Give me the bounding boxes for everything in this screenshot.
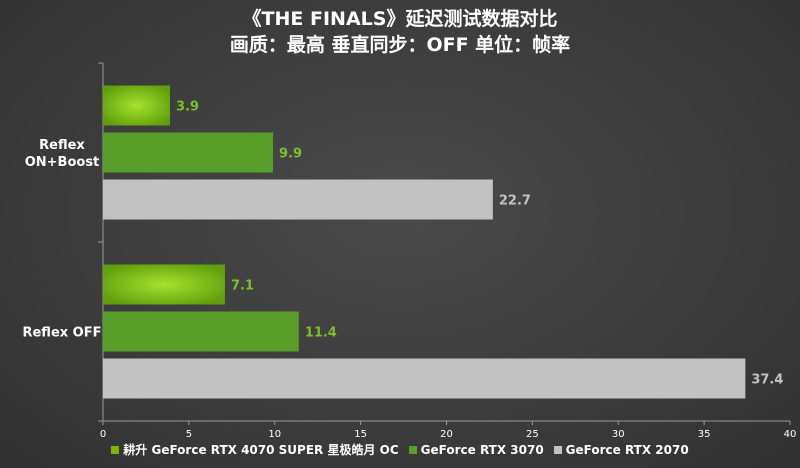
data-label: 22.7 [499, 194, 531, 209]
legend-swatch [553, 445, 562, 454]
x-tick-label: 35 [698, 429, 711, 440]
legend-swatch [111, 445, 120, 454]
legend-item: 耕升 GeForce RTX 4070 SUPER 星极皓月 OC [111, 441, 399, 458]
data-label: 37.4 [751, 373, 783, 388]
legend: 耕升 GeForce RTX 4070 SUPER 星极皓月 OC GeForce… [0, 441, 800, 458]
x-tick-label: 5 [186, 429, 192, 440]
category-label: Reflex OFF [22, 326, 101, 341]
data-label: 3.9 [176, 100, 199, 115]
legend-label: GeForce RTX 2070 [565, 442, 689, 457]
bar [103, 311, 299, 352]
x-tick-label: 25 [526, 429, 539, 440]
legend-item: GeForce RTX 2070 [553, 441, 689, 458]
x-tick-label: 40 [784, 429, 797, 440]
data-label: 9.9 [279, 147, 302, 162]
x-tick-label: 30 [612, 429, 625, 440]
bar [103, 358, 746, 399]
x-tick-label: 0 [100, 429, 106, 440]
chart-subtitle: 画质：最高 垂直同步：OFF 单位：帧率 [229, 34, 571, 56]
x-tick-label: 15 [354, 429, 367, 440]
legend-item: GeForce RTX 3070 [408, 441, 544, 458]
chart-title: 《THE FINALS》延迟测试数据对比 [242, 8, 558, 30]
legend-swatch [408, 445, 417, 454]
legend-label: GeForce RTX 3070 [420, 442, 544, 457]
bar [103, 179, 493, 220]
legend-label: 耕升 GeForce RTX 4070 SUPER 星极皓月 OC [123, 443, 399, 457]
bar [103, 85, 170, 126]
category-label: Reflex ON+Boost [25, 138, 100, 170]
data-label: 11.4 [305, 326, 337, 341]
bar [103, 132, 274, 173]
data-label: 7.1 [231, 279, 254, 294]
x-tick-label: 10 [268, 429, 281, 440]
x-tick-label: 20 [440, 429, 453, 440]
bar [103, 264, 225, 305]
